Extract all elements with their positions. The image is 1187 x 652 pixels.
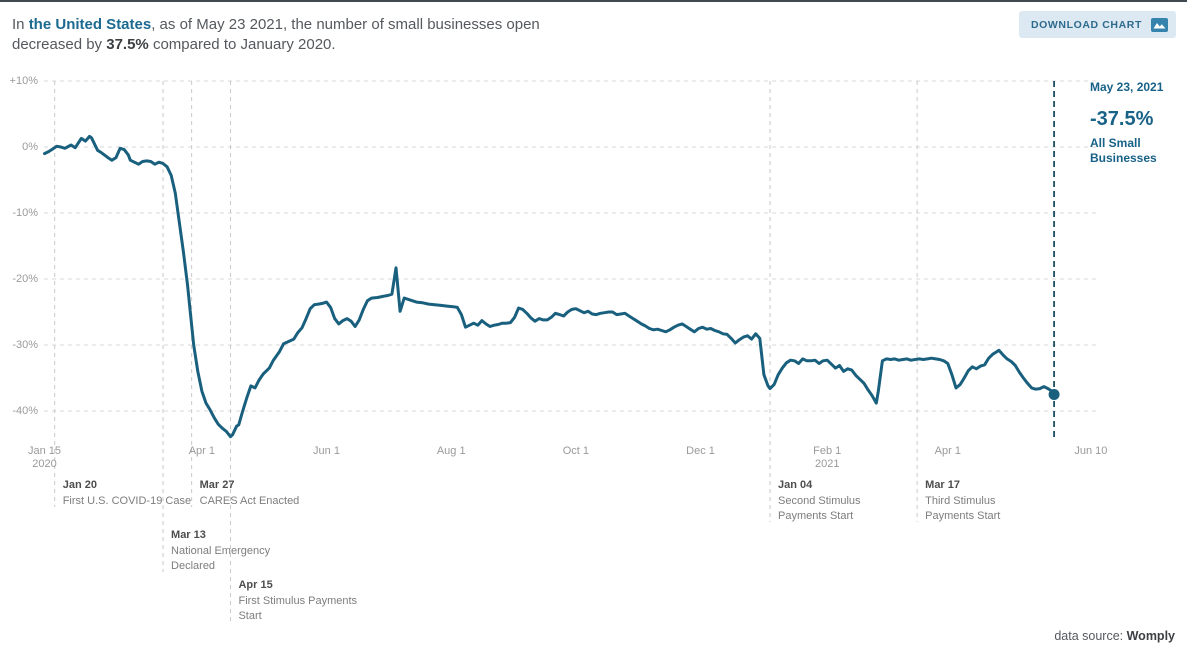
latest-value: -37.5% — [1090, 108, 1154, 130]
annotation-date: Jan 04 — [778, 479, 813, 491]
data-source-name: Womply — [1126, 629, 1175, 643]
region-name: the United States — [28, 16, 152, 33]
download-chart-label: DOWNLOAD CHART — [1030, 18, 1142, 31]
annotation-date: Jan 20 — [62, 479, 97, 491]
annotation-text: CARES Act Enacted — [199, 495, 300, 507]
summary-suffix: compared to January 2020. — [148, 35, 336, 53]
annotation-text: National Emergency — [171, 545, 271, 557]
annotation-date: Mar 17 — [925, 479, 961, 491]
image-icon — [1151, 17, 1168, 32]
annotation-text: Second Stimulus — [778, 495, 861, 507]
y-axis-tick-label: -40% — [12, 404, 38, 417]
summary-mid1: , as of May 23 2021, the number of small… — [151, 16, 540, 33]
annotation-text: Payments Start — [925, 510, 1001, 522]
annotation-date: Apr 15 — [238, 579, 273, 591]
x-axis-tick-label: Oct 1 — [562, 445, 589, 457]
summary-prefix: In — [12, 16, 29, 33]
annotation-label: Mar 27 CARES Act Enacted — [200, 478, 370, 509]
annotation-text: First Stimulus Payments — [238, 595, 358, 607]
x-axis-tick-label: Jun 1 — [313, 445, 340, 457]
annotation-date: Mar 13 — [171, 529, 206, 541]
annotation-text: Third Stimulus — [925, 495, 996, 507]
annotation-text: Payments Start — [778, 510, 854, 522]
annotation-text: Start — [238, 610, 262, 622]
chart-summary: In the United States, as of May 23 2021,… — [12, 15, 592, 54]
y-axis-tick-label: -20% — [12, 272, 38, 285]
top-border — [0, 0, 1187, 2]
x-axis-tick-label: Jun 10 — [1074, 445, 1108, 457]
annotation-text: First U.S. COVID-19 Case — [62, 495, 192, 507]
x-axis-tick-label: Feb 1 2021 — [813, 445, 842, 470]
x-axis-tick-label: Jan 15 2020 — [27, 445, 62, 470]
annotation-label: Mar 17 Third Stimulus Payments Start — [925, 478, 1095, 524]
annotation-text: Declared — [171, 560, 216, 572]
data-source-label: data source: — [1054, 629, 1127, 643]
x-axis-tick-label: Apr 1 — [188, 445, 215, 457]
x-axis-tick-label: Dec 1 — [686, 445, 715, 457]
chart-line — [43, 134, 1056, 439]
latest-series-label: All Small Businesses — [1090, 136, 1157, 165]
latest-value-callout: May 23, 2021 -37.5% All Small Businesses — [1090, 80, 1182, 166]
annotation-label: Apr 15 First Stimulus Payments Start — [238, 578, 408, 624]
summary-value: 37.5% — [106, 35, 149, 53]
annotation-date: Mar 27 — [199, 479, 235, 491]
y-axis-tick-label: -30% — [12, 338, 38, 351]
end-point-marker — [1048, 389, 1060, 400]
x-axis-tick-label: Aug 1 — [436, 445, 466, 457]
annotation-label: Mar 13 National Emergency Declared — [171, 528, 341, 574]
y-axis-tick-label: +10% — [9, 74, 38, 87]
y-axis-tick-label: 0% — [22, 140, 38, 153]
data-source: data source: Womply — [1054, 629, 1175, 643]
summary-mid2: decreased by — [12, 35, 107, 53]
latest-date: May 23, 2021 — [1090, 80, 1164, 94]
annotation-label: Jan 04 Second Stimulus Payments Start — [778, 478, 948, 524]
download-chart-button[interactable]: DOWNLOAD CHART — [1018, 11, 1176, 38]
y-axis-tick-label: -10% — [12, 206, 38, 219]
annotation-label: Jan 20 First U.S. COVID-19 Case — [63, 478, 233, 509]
x-axis-tick-label: Apr 1 — [934, 445, 961, 457]
